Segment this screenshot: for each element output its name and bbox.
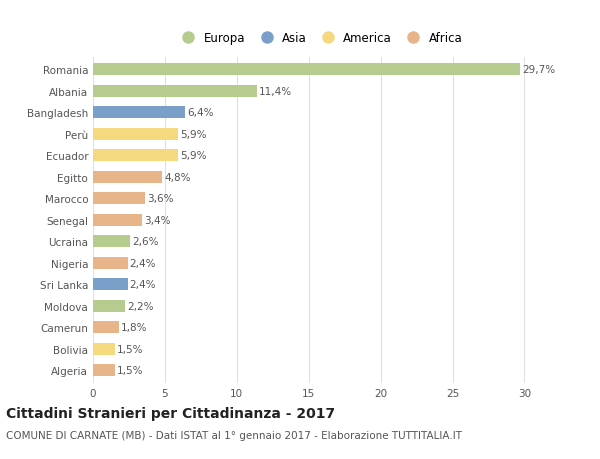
Bar — [93, 86, 257, 98]
Bar — [93, 129, 178, 140]
Bar — [93, 279, 128, 291]
Bar — [93, 364, 115, 376]
Text: 4,8%: 4,8% — [164, 173, 191, 182]
Bar — [93, 214, 142, 226]
Text: 2,4%: 2,4% — [130, 280, 156, 290]
Text: 2,2%: 2,2% — [127, 301, 153, 311]
Bar — [93, 193, 145, 205]
Bar — [93, 257, 128, 269]
Bar — [93, 300, 125, 312]
Text: 1,5%: 1,5% — [117, 365, 143, 375]
Bar — [93, 150, 178, 162]
Text: COMUNE DI CARNATE (MB) - Dati ISTAT al 1° gennaio 2017 - Elaborazione TUTTITALIA: COMUNE DI CARNATE (MB) - Dati ISTAT al 1… — [6, 431, 462, 441]
Text: 29,7%: 29,7% — [522, 65, 556, 75]
Text: 1,5%: 1,5% — [117, 344, 143, 354]
Text: 1,8%: 1,8% — [121, 323, 148, 332]
Text: 2,6%: 2,6% — [133, 237, 159, 247]
Text: 3,6%: 3,6% — [147, 194, 173, 204]
Bar — [93, 64, 520, 76]
Bar — [93, 322, 119, 333]
Text: 3,4%: 3,4% — [144, 215, 170, 225]
Bar — [93, 172, 162, 183]
Text: 5,9%: 5,9% — [180, 151, 206, 161]
Text: Cittadini Stranieri per Cittadinanza - 2017: Cittadini Stranieri per Cittadinanza - 2… — [6, 406, 335, 420]
Bar — [93, 343, 115, 355]
Text: 6,4%: 6,4% — [187, 108, 214, 118]
Text: 5,9%: 5,9% — [180, 129, 206, 140]
Text: 11,4%: 11,4% — [259, 87, 292, 97]
Text: 2,4%: 2,4% — [130, 258, 156, 268]
Legend: Europa, Asia, America, Africa: Europa, Asia, America, Africa — [172, 28, 467, 50]
Bar — [93, 236, 130, 248]
Bar — [93, 107, 185, 119]
